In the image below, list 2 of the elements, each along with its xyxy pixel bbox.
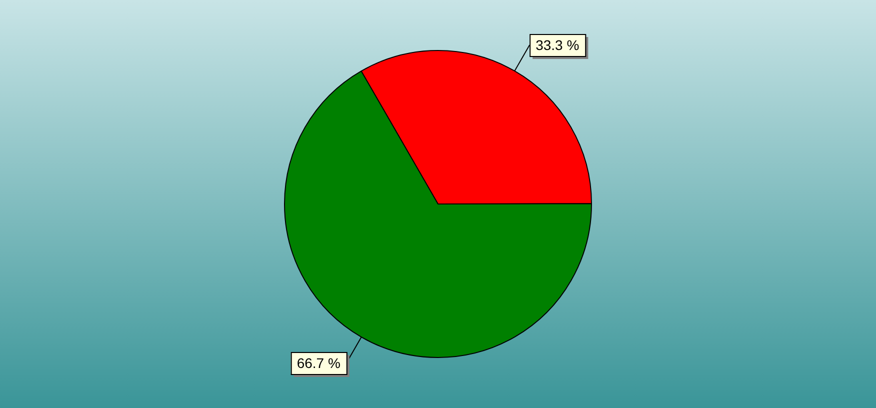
- data-label: 66.7 %: [296, 354, 340, 371]
- data-label: 33.3 %: [536, 36, 580, 53]
